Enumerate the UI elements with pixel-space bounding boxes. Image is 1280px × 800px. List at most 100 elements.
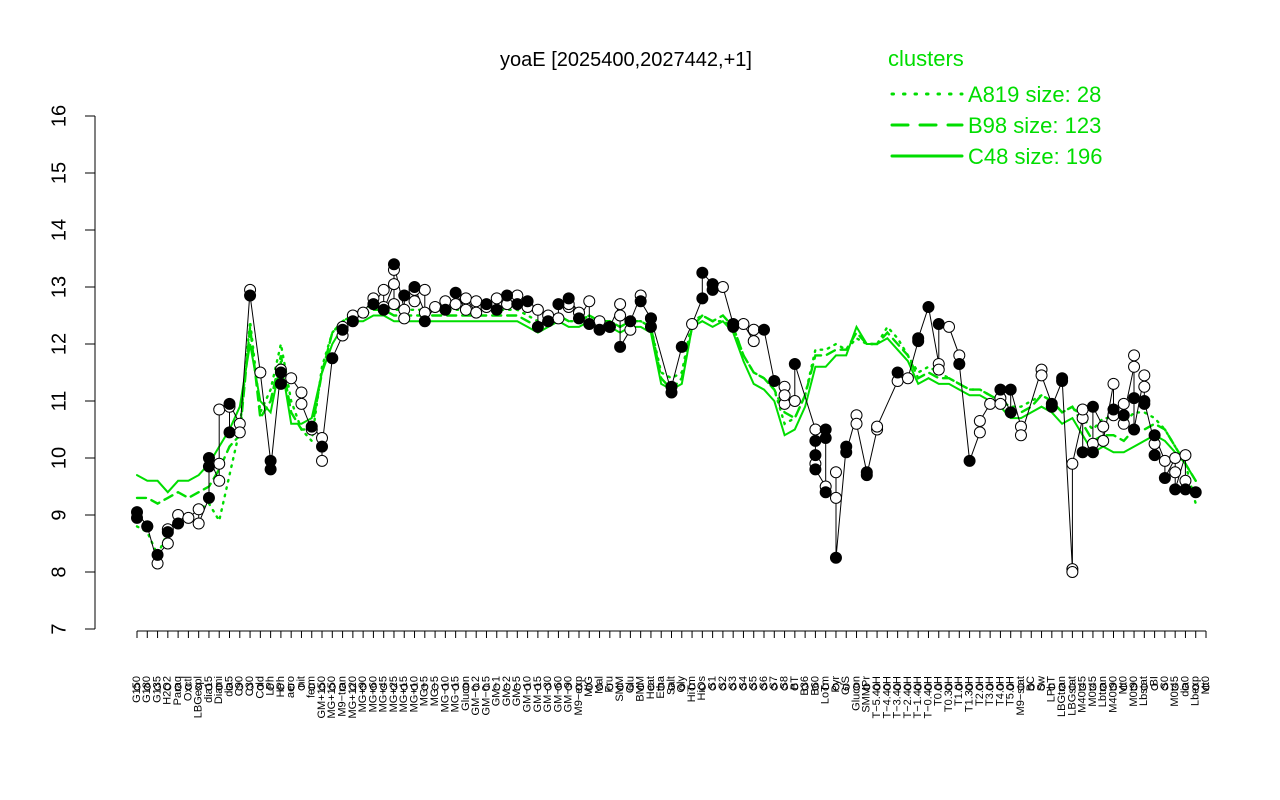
x-rug-point xyxy=(966,683,974,691)
filled-point xyxy=(1045,400,1058,413)
x-tick-label: S4 xyxy=(737,676,749,689)
open-point xyxy=(1138,380,1151,393)
x-tick-label: GM−1 xyxy=(491,676,503,706)
x-tick-label: Heat xyxy=(645,676,657,699)
cluster-lines xyxy=(135,302,1197,558)
x-tick-label: BC xyxy=(1025,676,1037,691)
x-tick-label: B60 xyxy=(809,676,821,696)
x-rug-point xyxy=(709,683,717,691)
x-rug-point xyxy=(1151,683,1159,691)
x-rug-point xyxy=(996,683,1004,691)
x-rug-point xyxy=(811,683,819,691)
x-tick-label: T−3.40H xyxy=(892,676,904,719)
x-rug-point xyxy=(1202,683,1210,691)
open-point xyxy=(747,323,760,336)
x-rug-point xyxy=(318,683,326,691)
x-rug-point xyxy=(688,683,696,691)
open-point xyxy=(470,306,483,319)
open-point xyxy=(737,318,750,331)
x-rug-point xyxy=(750,683,758,691)
x-rug-point xyxy=(411,683,419,691)
open-point xyxy=(418,283,431,296)
legend-title: clusters xyxy=(888,46,964,71)
x-tick-label: Oxctl xyxy=(182,676,194,701)
filled-point xyxy=(809,463,822,476)
x-rug-point xyxy=(1079,683,1087,691)
open-point xyxy=(233,426,246,439)
x-tick-label: S2 xyxy=(717,676,729,689)
x-rug-point xyxy=(1007,683,1015,691)
filled-point xyxy=(809,449,822,462)
x-rug-point xyxy=(719,683,727,691)
open-point xyxy=(552,312,565,325)
open-point xyxy=(1076,403,1089,416)
x-rug-point xyxy=(781,683,789,691)
x-rug-point xyxy=(904,683,912,691)
x-tick-label: GM−60 xyxy=(552,676,564,712)
x-rug-point xyxy=(431,683,439,691)
x-tick-label: Etha xyxy=(655,675,667,699)
filled-point xyxy=(131,506,143,519)
x-rug-point xyxy=(935,683,943,691)
filled-point xyxy=(1004,383,1017,396)
filled-point xyxy=(326,352,339,365)
x-tick-label: MG−5 xyxy=(429,676,441,706)
filled-point xyxy=(418,315,431,328)
x-rug-point xyxy=(822,683,830,691)
x-tick-label: LBGtran xyxy=(1056,676,1068,717)
filled-point xyxy=(614,340,627,353)
x-rug-point xyxy=(986,683,994,691)
x-tick-label: Fru xyxy=(604,676,616,693)
y-tick-label: 8 xyxy=(48,566,70,577)
x-tick-label: T0.30H xyxy=(943,676,955,712)
open-point xyxy=(1128,349,1141,362)
filled-point xyxy=(264,463,277,476)
filled-point xyxy=(202,491,215,504)
open-point xyxy=(213,457,226,470)
x-rug-point xyxy=(873,683,881,691)
open-point xyxy=(192,503,205,516)
filled-point xyxy=(1169,483,1182,496)
y-tick-label: 7 xyxy=(48,623,70,634)
x-tick-label: MG+60 xyxy=(367,676,379,712)
x-tick-label: MG−15 xyxy=(450,676,462,712)
x-tick-label: S8 xyxy=(778,676,790,689)
x-rug-point xyxy=(1027,683,1035,691)
x-tick-label: S3 xyxy=(727,676,739,689)
x-rug-point xyxy=(215,683,223,691)
x-rug-point xyxy=(924,683,932,691)
x-tick-label: Lbtran xyxy=(1097,676,1109,707)
open-point xyxy=(1035,369,1048,382)
filled-point xyxy=(696,266,709,279)
open-point xyxy=(1014,429,1027,442)
x-tick-label: T2.0H xyxy=(974,676,986,706)
open-point xyxy=(932,363,945,376)
y-tick-label: 12 xyxy=(48,333,70,355)
x-rug-point xyxy=(534,683,542,691)
open-point xyxy=(943,320,956,333)
x-rug-point xyxy=(729,683,737,691)
filled-point xyxy=(274,366,287,379)
x-rug-point xyxy=(524,683,532,691)
filled-point xyxy=(696,292,709,305)
y-tick-label: 14 xyxy=(48,219,70,241)
open-point xyxy=(1066,566,1079,578)
open-point xyxy=(285,372,298,385)
open-point xyxy=(1128,360,1141,373)
x-rug-point xyxy=(1089,683,1097,691)
x-rug-point xyxy=(349,683,357,691)
x-tick-label: S0 xyxy=(1159,676,1171,689)
x-rug-point xyxy=(760,683,768,691)
filled-point xyxy=(840,446,853,459)
x-rug-point xyxy=(945,683,953,691)
open-point xyxy=(470,295,483,308)
x-rug-point xyxy=(544,683,552,691)
filled-point xyxy=(542,315,555,328)
open-point xyxy=(387,298,400,311)
x-rug-point xyxy=(452,683,460,691)
x-tick-label: T3.0H xyxy=(984,676,996,706)
x-rug-point xyxy=(832,683,840,691)
filled-point xyxy=(644,312,657,325)
filled-point xyxy=(223,426,236,439)
x-tick-label: MG+10 xyxy=(408,676,420,712)
